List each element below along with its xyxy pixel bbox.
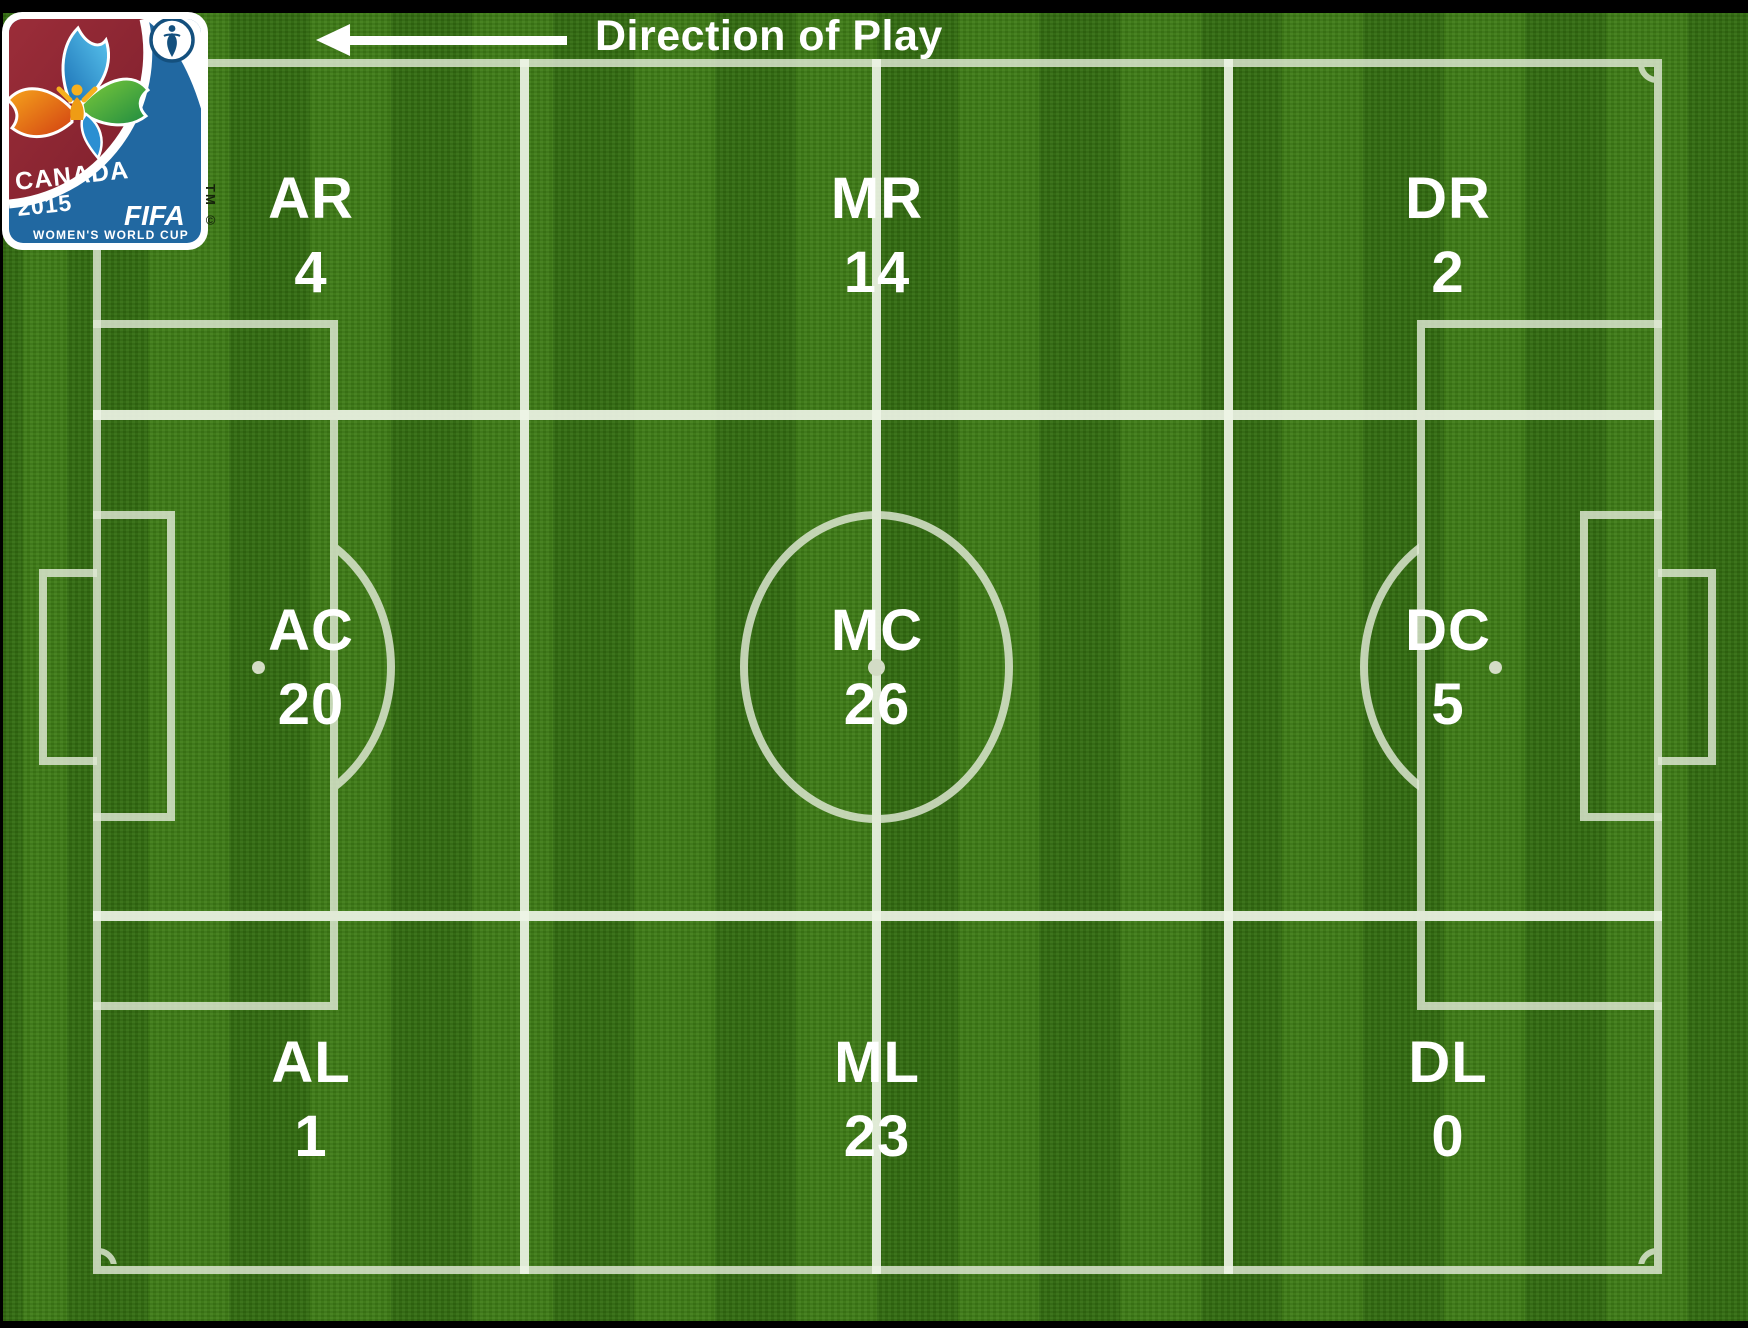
zone-code: MC <box>830 598 924 663</box>
penalty-arc-right <box>1357 517 1419 817</box>
centre-spot <box>868 659 885 676</box>
logo-event-text: WOMEN'S WORLD CUP <box>33 228 189 242</box>
zone-count: 26 <box>843 672 911 737</box>
maple-leaf-emblem <box>9 25 151 161</box>
zone-divider-centre-left <box>93 911 1662 921</box>
goal-right <box>1658 569 1716 765</box>
zone-code: AC <box>268 598 354 663</box>
zone-divider-attacking-middle <box>520 59 529 1274</box>
zone-count: 20 <box>277 672 345 737</box>
zone-divider-right-centre <box>93 410 1662 420</box>
penalty-area-right <box>1417 320 1662 1010</box>
direction-arrow-icon <box>316 24 350 56</box>
zone-code: DR <box>1405 166 1491 231</box>
fifa-wwc-2015-logo: CANADA 2015 FIFA WOMEN'S WORLD CUP <box>2 12 208 250</box>
zone-code: DC <box>1405 598 1491 663</box>
centre-circle <box>740 511 1013 823</box>
zone-label-dr: DR 2 <box>1405 162 1491 310</box>
zone-label-ac: AC 20 <box>268 594 354 742</box>
zone-code: DL <box>1408 1030 1488 1095</box>
corner-arc-bottom-left <box>101 1234 131 1264</box>
zone-label-ml: ML 23 <box>834 1026 920 1174</box>
logo-org-text: FIFA <box>124 200 185 231</box>
zone-code: ML <box>834 1030 920 1095</box>
zone-count: 2 <box>1431 240 1465 305</box>
zone-count: 23 <box>843 1104 911 1169</box>
trademark-label: TM © <box>203 184 218 230</box>
penalty-spot-right <box>1489 661 1502 674</box>
six-yard-box-right <box>1580 511 1662 821</box>
six-yard-box-left <box>93 511 175 821</box>
direction-arrow-shaft <box>348 36 567 45</box>
zone-label-mc: MC 26 <box>831 594 923 742</box>
logo-year-text: 2015 <box>16 189 74 221</box>
goal-left <box>39 569 97 765</box>
zone-divider-middle-defensive <box>1224 59 1233 1274</box>
figure-icon <box>56 84 98 120</box>
zone-label-ar: AR 4 <box>268 162 354 310</box>
zone-count: 5 <box>1431 672 1465 737</box>
zone-code: AR <box>268 166 354 231</box>
zone-code: AL <box>271 1030 351 1095</box>
zone-count: 0 <box>1431 1104 1465 1169</box>
zone-label-al: AL 1 <box>271 1026 350 1174</box>
zone-count: 1 <box>294 1104 328 1169</box>
zone-code: MR <box>830 166 924 231</box>
zone-count: 14 <box>843 240 911 305</box>
penalty-area-left <box>93 320 338 1010</box>
corner-arc-top-right <box>1624 67 1654 97</box>
corner-arc-bottom-right <box>1624 1234 1654 1264</box>
zone-count: 4 <box>294 240 328 305</box>
wwc-trophy-icon <box>149 19 195 63</box>
zone-label-dl: DL 0 <box>1408 1026 1487 1174</box>
direction-of-play-label: Direction of Play <box>595 12 943 60</box>
penalty-arc-left <box>338 517 400 817</box>
zone-label-mr: MR 14 <box>831 162 923 310</box>
zone-label-dc: DC 5 <box>1405 594 1491 742</box>
penalty-spot-left <box>252 661 265 674</box>
